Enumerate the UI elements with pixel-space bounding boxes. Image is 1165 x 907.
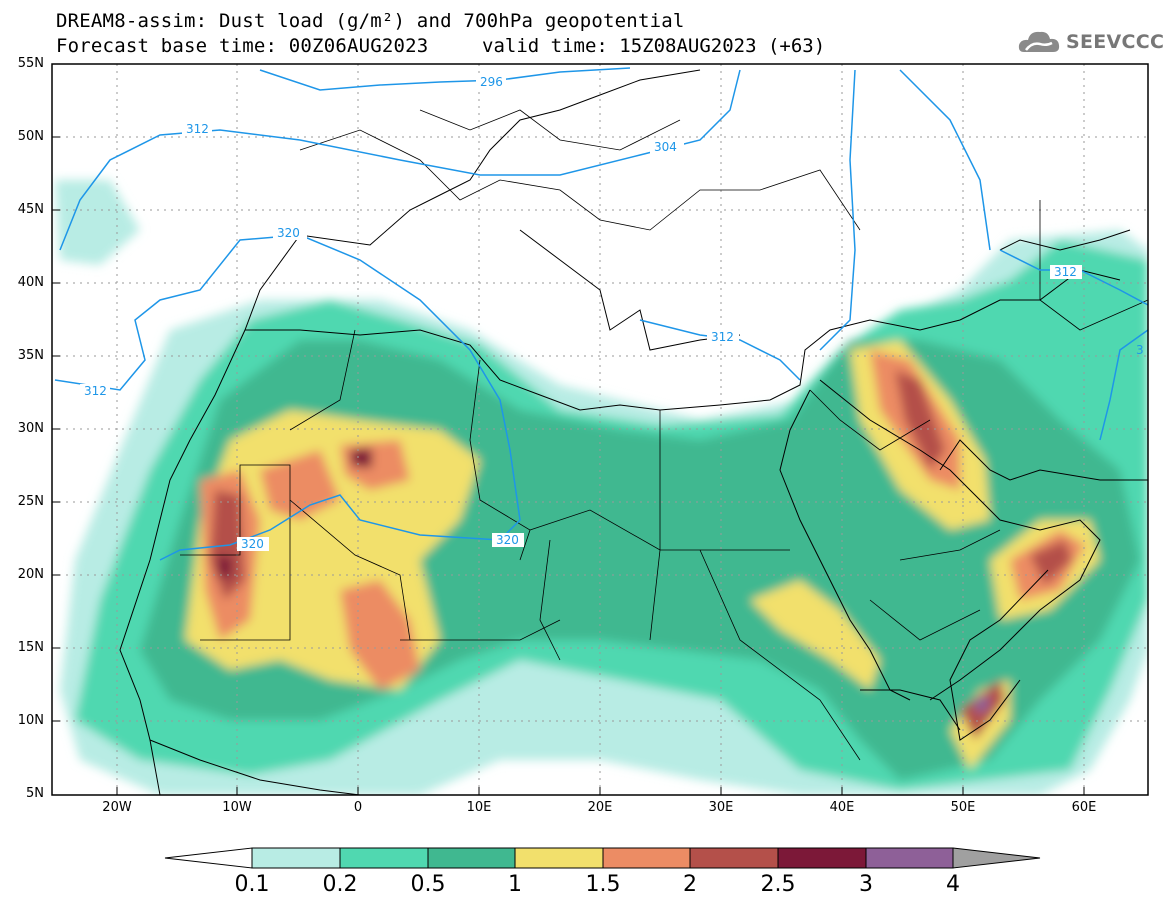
- lat-label: 50N: [17, 129, 44, 144]
- lon-label: 30E: [708, 800, 734, 815]
- colorbar-bin: [865, 847, 954, 869]
- colorbar-tick: 1: [508, 872, 522, 897]
- lon-label: 40E: [829, 800, 855, 815]
- lat-label: 10N: [17, 713, 44, 728]
- seevccc-logo: SEEVCCC: [1018, 26, 1164, 60]
- lat-label: 55N: [17, 56, 44, 71]
- lat-label: 25N: [17, 494, 44, 509]
- contour-label: 320: [496, 533, 519, 547]
- lon-label: 20W: [102, 800, 132, 815]
- colorbar-bin: [514, 847, 604, 869]
- colorbar-bin: [689, 847, 779, 869]
- colorbar-bin: [251, 847, 341, 869]
- colorbar-bin: [777, 847, 867, 869]
- dust-level-2: [1030, 540, 1072, 585]
- lat-label: 40N: [17, 275, 44, 290]
- dust-level-0.1: [55, 180, 140, 265]
- contour-label: 320: [241, 537, 264, 551]
- lat-label: 35N: [17, 348, 44, 363]
- dust-level-1.5: [340, 580, 420, 690]
- country-borders: [180, 109, 1148, 761]
- lat-label: 45N: [17, 202, 44, 217]
- valid-time: valid time: 15Z08AUG2023 (+63): [482, 35, 826, 57]
- colorbar-bin: [339, 847, 429, 869]
- colorbar-bin: [602, 847, 691, 869]
- lat-label: 20N: [17, 567, 44, 582]
- colorbar-tick: 3: [859, 872, 873, 897]
- dust-level-2.5: [218, 555, 232, 580]
- coastlines: [119, 69, 1148, 795]
- dust-level-1: [750, 580, 880, 690]
- lat-label: 5N: [26, 786, 44, 801]
- colorbar-tick: 1.5: [585, 872, 621, 897]
- contour-label: 320: [277, 226, 300, 240]
- lat-label: 30N: [17, 421, 44, 436]
- lon-label: 10W: [222, 800, 252, 815]
- contour-label: 296: [480, 75, 503, 89]
- lon-label: 0: [353, 800, 363, 815]
- lon-label: 20E: [587, 800, 613, 815]
- lon-label: 60E: [1071, 800, 1097, 815]
- colorbar-tick: 2: [683, 872, 697, 897]
- contour-label: 312: [1054, 265, 1077, 279]
- contour-label: 304: [654, 140, 677, 154]
- colorbar-tick: 2.5: [760, 872, 796, 897]
- colorbar-under-triangle: [164, 847, 253, 869]
- colorbar-tick: 4: [946, 872, 960, 897]
- colorbar: [164, 847, 1041, 869]
- colorbar-over-triangle: [952, 847, 1041, 869]
- geopotential-contours: [54, 67, 1148, 561]
- forecast-base-time: Forecast base time: 00Z06AUG2023: [56, 35, 429, 57]
- dust-level-3: [975, 694, 990, 714]
- lon-label: 50E: [950, 800, 976, 815]
- contour-label: 312: [186, 122, 209, 136]
- lon-label: 10E: [466, 800, 492, 815]
- contour-label: 3: [1136, 343, 1144, 357]
- dust-level-2.5: [350, 448, 372, 468]
- lat-label: 15N: [17, 640, 44, 655]
- map-title: DREAM8-assim: Dust load (g/m²) and 700hP…: [56, 10, 685, 32]
- contour-label: 312: [711, 330, 734, 344]
- colorbar-bin: [427, 847, 516, 869]
- contour-label: 312: [84, 384, 107, 398]
- dust-field: [55, 180, 1148, 795]
- colorbar-tick: 0.2: [322, 872, 358, 897]
- dust-level-2: [895, 370, 945, 470]
- cloud-icon: [1018, 31, 1060, 52]
- lat-lon-grid: [52, 64, 1148, 795]
- colorbar-tick: 0.1: [234, 872, 270, 897]
- axis-ticks: [52, 63, 1085, 795]
- contour-labels: 296 312 304 320 312 320 320 312 312 3: [80, 75, 1144, 551]
- colorbar-tick: 0.5: [410, 872, 446, 897]
- logo-text: SEEVCCC: [1066, 31, 1165, 53]
